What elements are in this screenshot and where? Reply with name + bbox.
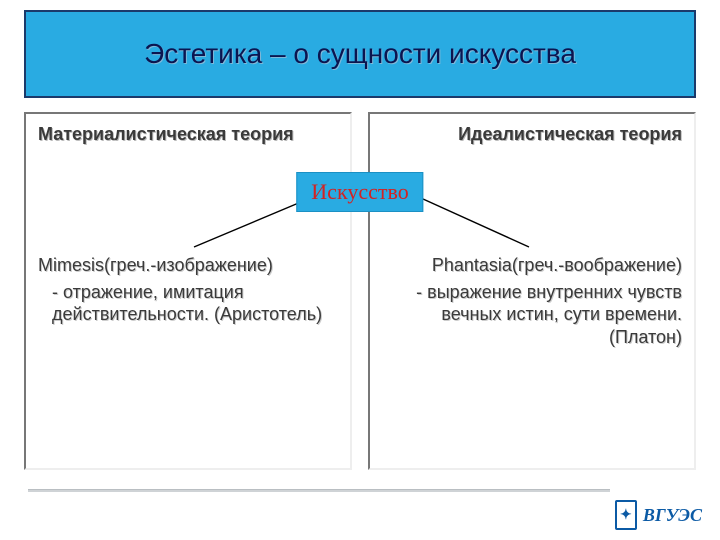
right-lead: Phantasia(греч.-воображение)	[382, 254, 682, 277]
title-banner: Эстетика – о сущности искусства	[24, 10, 696, 98]
left-desc: - отражение, имитация действительности. …	[38, 281, 338, 326]
footer-divider	[28, 489, 610, 492]
logo-text: ВГУЭС	[643, 505, 702, 526]
columns-wrap: Материалистическая теория Mimesis(греч.-…	[24, 112, 696, 470]
left-column: Материалистическая теория Mimesis(греч.-…	[24, 112, 352, 470]
center-node: Искусство	[296, 172, 423, 212]
left-heading: Материалистическая теория	[38, 124, 338, 145]
right-heading: Идеалистическая теория	[382, 124, 682, 145]
right-desc: - выражение внутренних чувств вечных ист…	[382, 281, 682, 349]
right-body: Phantasia(греч.-воображение) - выражение…	[382, 254, 682, 348]
left-lead: Mimesis(греч.-изображение)	[38, 254, 338, 277]
logo: ✦ ВГУЭС	[615, 500, 702, 530]
right-column: Идеалистическая теория Phantasia(греч.-в…	[368, 112, 696, 470]
page-title: Эстетика – о сущности искусства	[144, 37, 576, 71]
left-body: Mimesis(греч.-изображение) - отражение, …	[38, 254, 338, 326]
logo-icon: ✦	[615, 500, 637, 530]
